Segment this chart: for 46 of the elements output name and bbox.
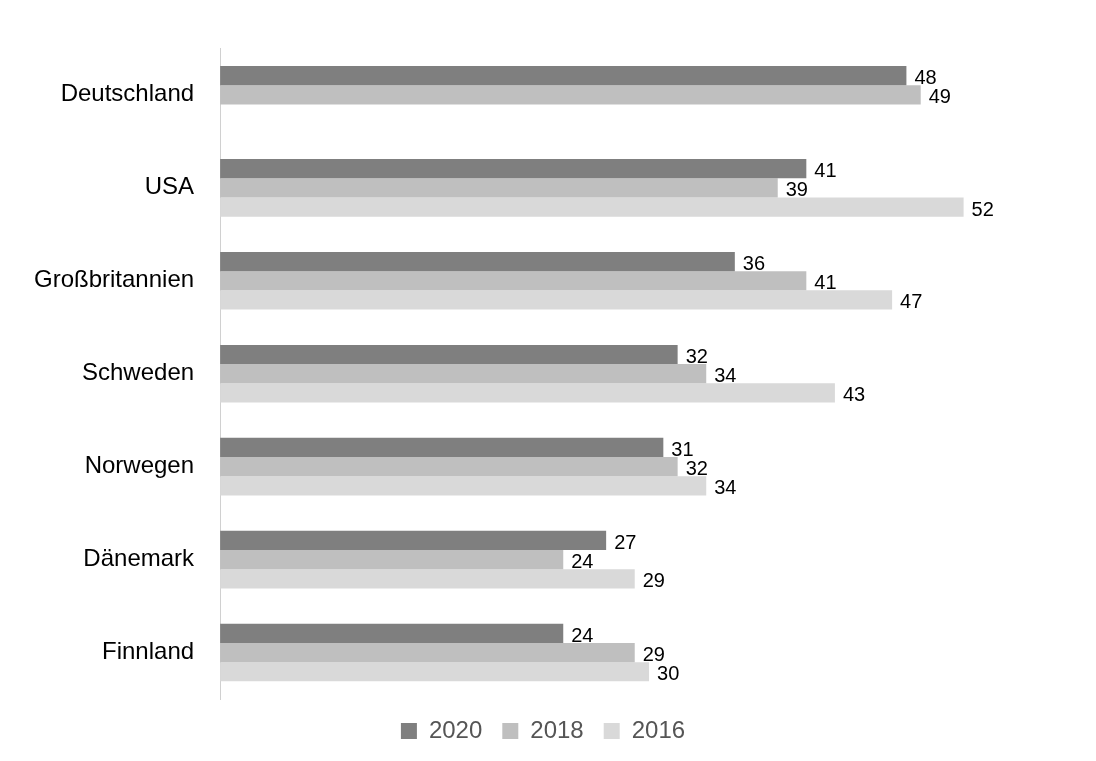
legend-label: 2018 bbox=[530, 715, 584, 743]
y-tick-label: Finnland bbox=[102, 637, 195, 665]
data-label: 29 bbox=[642, 569, 665, 592]
data-label: 27 bbox=[614, 530, 637, 553]
y-tick-label: Dänemark bbox=[83, 544, 196, 572]
y-tick-label: Großbritannien bbox=[34, 265, 195, 293]
bar bbox=[220, 623, 564, 643]
bar bbox=[220, 437, 664, 458]
data-label: 32 bbox=[685, 457, 708, 480]
y-tick-label: Schweden bbox=[82, 358, 195, 386]
data-label: 47 bbox=[900, 290, 923, 313]
data-label: 31 bbox=[671, 437, 694, 460]
data-label: 43 bbox=[842, 383, 866, 406]
bar bbox=[220, 457, 678, 477]
data-label: 24 bbox=[571, 623, 594, 646]
data-label: 39 bbox=[785, 178, 808, 201]
bar bbox=[220, 569, 635, 589]
bar bbox=[220, 251, 735, 272]
y-tick-label: Norwegen bbox=[84, 451, 195, 479]
bar bbox=[220, 476, 707, 496]
bar bbox=[220, 364, 707, 384]
data-label: 32 bbox=[685, 345, 708, 368]
bar bbox=[220, 85, 921, 105]
bar bbox=[220, 271, 807, 291]
bar bbox=[220, 197, 964, 217]
bar bbox=[220, 159, 807, 179]
bar bbox=[220, 383, 835, 403]
y-tick-label: USA bbox=[144, 172, 195, 200]
bar bbox=[220, 549, 564, 570]
data-label: 36 bbox=[742, 252, 766, 275]
data-label: 34 bbox=[714, 476, 737, 499]
bar bbox=[220, 662, 650, 682]
y-tick-label: Deutschland bbox=[60, 79, 195, 107]
data-label: 41 bbox=[814, 159, 837, 182]
bar bbox=[220, 530, 607, 550]
bar bbox=[220, 66, 907, 86]
data-label: 34 bbox=[714, 364, 737, 387]
legend-label: 2016 bbox=[631, 715, 686, 743]
data-label: 52 bbox=[971, 197, 994, 220]
legend-label: 2020 bbox=[428, 715, 483, 743]
data-label: 41 bbox=[814, 271, 837, 294]
bar bbox=[220, 178, 778, 198]
data-label: 24 bbox=[571, 550, 594, 573]
bar bbox=[220, 642, 635, 663]
bar bbox=[220, 290, 893, 310]
bar bbox=[220, 344, 678, 365]
